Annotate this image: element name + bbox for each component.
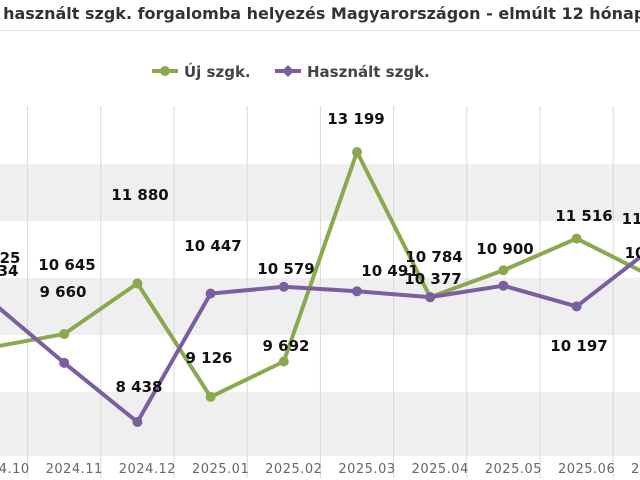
series-line: [0, 254, 640, 424]
data-point: [352, 286, 362, 297]
x-tick-label: 2024.12: [119, 462, 176, 477]
data-label: 10 579: [257, 260, 314, 278]
x-tick-label: 2025.01: [192, 462, 249, 477]
data-label: 10 491: [361, 262, 418, 280]
data-label: 10: [625, 244, 640, 262]
data-point: [571, 301, 582, 312]
data-label: 10 377: [404, 270, 461, 288]
x-tick-label: 2024.10: [0, 462, 30, 477]
x-tick-label: 2025.04: [412, 462, 469, 477]
x-tick-label: 2025.06: [558, 462, 615, 477]
data-labels: 9 660 11 880 9 126 9 692 13 199 10 784 10 900 1…: [0, 110, 640, 396]
x-tick-label: 2024.11: [46, 462, 103, 477]
chart-title: s használt szgk. forgalomba helyezés Mag…: [0, 0, 640, 31]
series-points: [59, 147, 582, 427]
data-label: 10 197: [550, 337, 607, 355]
data-point: [425, 292, 436, 303]
data-label: 11 880: [111, 186, 168, 204]
data-label: 25: [0, 249, 20, 267]
data-point: [278, 356, 289, 367]
data-point: [132, 278, 143, 289]
data-point: [571, 233, 582, 244]
data-point: [278, 281, 289, 292]
data-point: [498, 280, 509, 291]
data-label: 10 900: [476, 240, 533, 258]
x-tick-label: 2025.07: [631, 462, 640, 477]
legend-label: Új szgk.: [184, 62, 251, 81]
series-line: [0, 150, 640, 399]
data-label: 11 516: [555, 207, 612, 225]
x-tick-label: 2025.05: [485, 462, 542, 477]
x-axis-ticks: 2024.10 2024.11 2024.12 2025.01 2025.02 2025.…: [0, 462, 640, 477]
data-label: 10 784: [405, 248, 462, 266]
data-point: [205, 391, 216, 402]
data-label: 9 660: [40, 283, 87, 301]
data-label: 9 126: [186, 349, 233, 367]
legend-marker: [160, 66, 170, 76]
x-tick-label: 2025.03: [338, 462, 395, 477]
data-label: 34: [0, 262, 18, 280]
x-tick-label: 2025.02: [265, 462, 322, 477]
data-label: 10 447: [184, 237, 241, 255]
data-label: 11: [622, 210, 640, 228]
legend-marker: [282, 65, 294, 77]
chart-legend: Új szgk. Használt szgk.: [152, 62, 430, 81]
data-label: 8 438: [116, 378, 163, 396]
data-label: 10 645: [38, 256, 95, 274]
data-point: [59, 329, 70, 340]
data-label: 9 692: [263, 337, 310, 355]
data-point: [498, 265, 509, 276]
legend-label: Használt szgk.: [307, 63, 430, 81]
data-point: [352, 147, 362, 157]
data-point: [132, 417, 143, 427]
data-point: [205, 288, 216, 299]
series-lines: [0, 150, 640, 424]
data-label: 13 199: [327, 110, 384, 128]
data-point: [59, 357, 70, 368]
